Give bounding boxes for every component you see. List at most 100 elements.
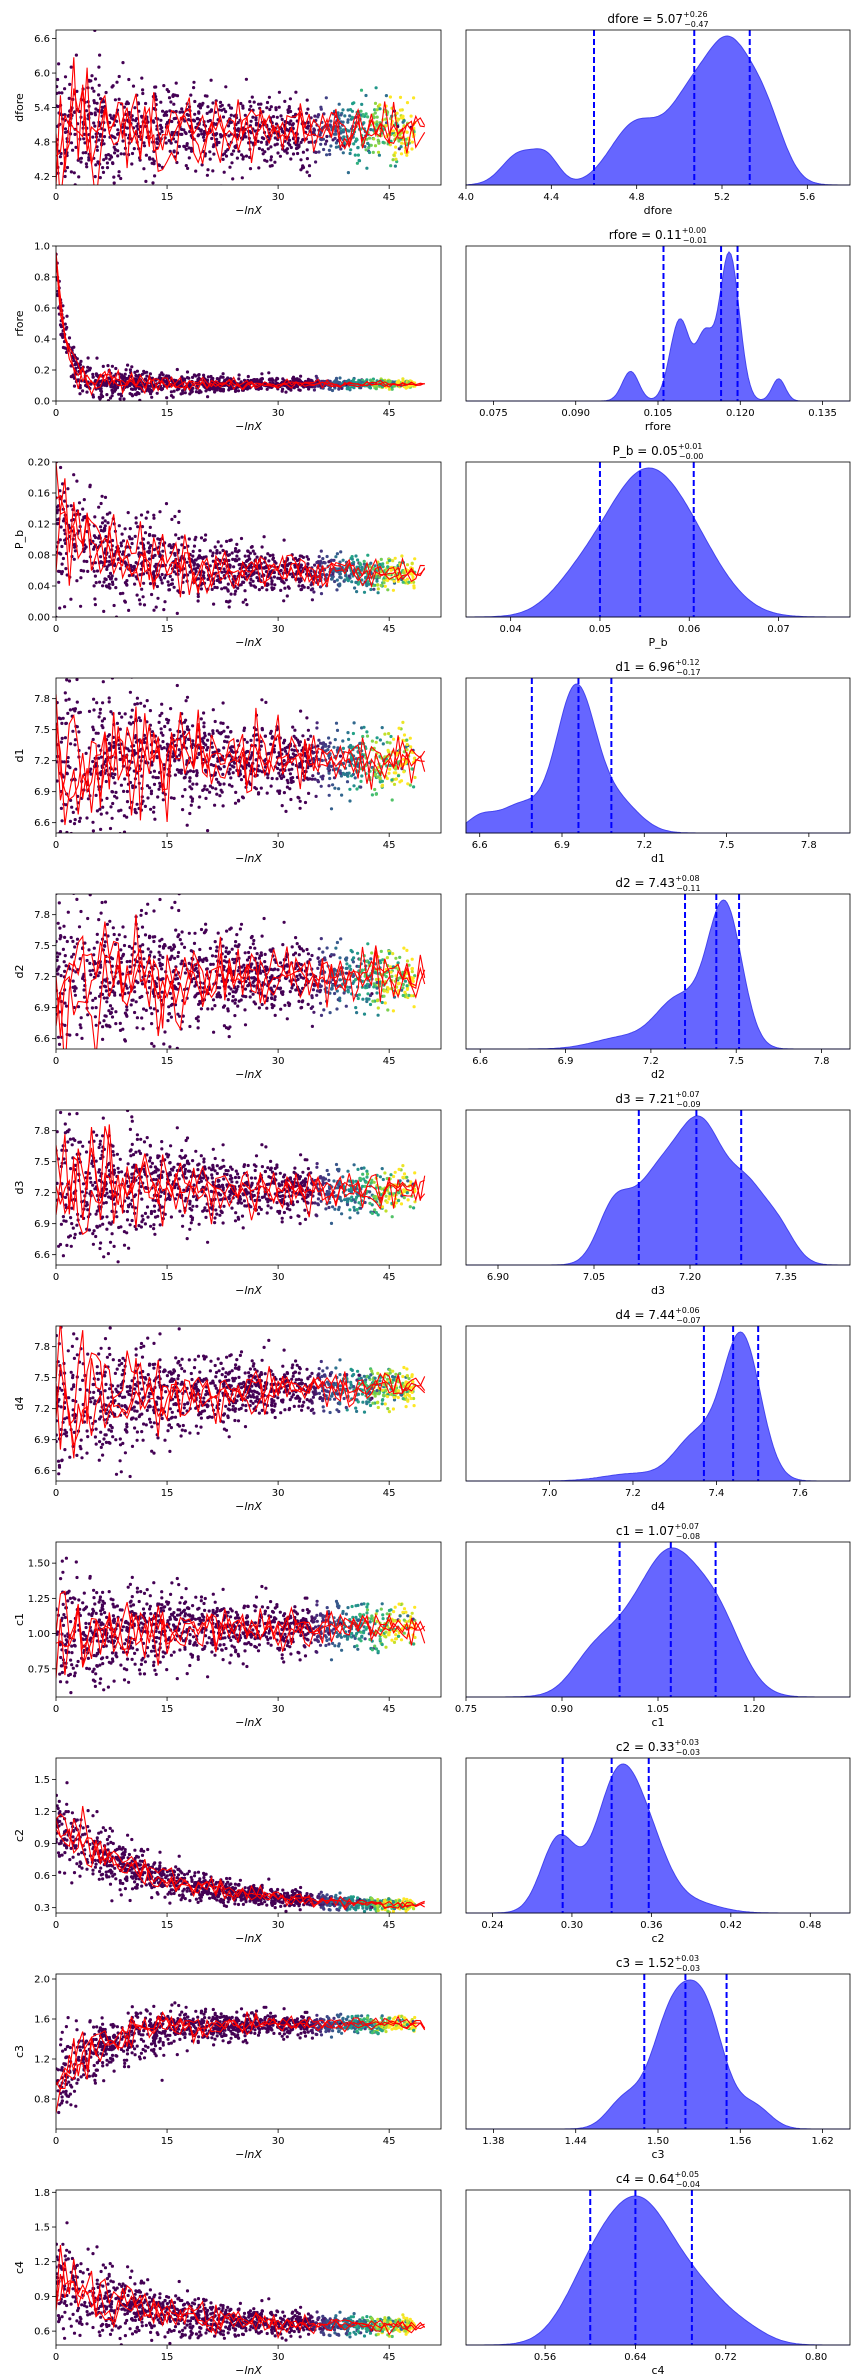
sample-point [170, 582, 174, 586]
sample-point [191, 769, 196, 774]
x-tick-label: 4.4 [543, 192, 559, 203]
sample-point [350, 115, 354, 119]
sample-point [156, 596, 160, 600]
sample-point [378, 103, 382, 107]
sample-point [141, 572, 146, 576]
x-tick-label: 30 [272, 624, 285, 635]
sample-point [402, 733, 407, 737]
sample-point [94, 581, 98, 585]
sample-point [135, 374, 139, 378]
sample-point [202, 130, 206, 134]
sample-point [393, 556, 397, 560]
sample-point [222, 567, 226, 571]
sample-point [206, 168, 210, 172]
sample-point [303, 800, 308, 805]
sample-point [355, 787, 359, 791]
sample-point [291, 725, 295, 729]
trace-samples-d2 [56, 894, 417, 1049]
sample-point [329, 764, 333, 769]
sample-point [347, 129, 351, 133]
sample-point [56, 85, 59, 89]
sample-point [180, 375, 184, 379]
sample-point [350, 109, 354, 113]
sample-point [232, 765, 236, 769]
sample-point [124, 368, 128, 372]
y-tick-label: 0.2 [34, 366, 50, 377]
title-lower-error: −0.47 [684, 20, 709, 29]
sample-point [324, 96, 328, 100]
sample-point [156, 537, 160, 541]
sample-point [390, 387, 394, 391]
sample-point [138, 719, 143, 723]
sample-point [199, 129, 203, 133]
sample-point [161, 109, 165, 113]
sample-point [152, 159, 156, 163]
sample-point [278, 768, 283, 772]
sample-point [143, 377, 147, 381]
sample-point [236, 550, 240, 554]
sample-point [298, 740, 302, 744]
sample-point [102, 383, 107, 387]
sample-point [164, 141, 168, 145]
sample-point [65, 573, 69, 577]
sample-point [409, 745, 413, 749]
sample-point [306, 557, 310, 561]
sample-point [221, 548, 225, 553]
sample-point [98, 807, 102, 811]
sample-point [99, 812, 103, 816]
sample-point [227, 605, 231, 609]
sample-point [224, 735, 228, 739]
title-value: dfore = 5.07 [607, 12, 683, 26]
sample-point [378, 776, 382, 780]
sample-point [107, 741, 111, 746]
sample-point [347, 737, 351, 742]
sample-point [141, 537, 146, 541]
sample-point [293, 378, 297, 382]
sample-point [104, 153, 108, 157]
sample-point [341, 128, 345, 132]
sample-point [198, 795, 202, 799]
sample-point [345, 387, 349, 391]
chain-trace-line [56, 57, 426, 173]
sample-point [213, 719, 217, 724]
sample-point [226, 148, 230, 152]
sample-point [339, 147, 343, 151]
sample-point [349, 148, 353, 152]
sample-point [216, 780, 220, 784]
sample-point [194, 535, 198, 539]
sample-point [159, 100, 163, 104]
sample-point [319, 130, 323, 135]
sample-point [270, 776, 274, 781]
sample-point [141, 88, 145, 92]
sample-point [352, 784, 356, 788]
sample-point [248, 757, 252, 761]
sample-point [216, 386, 220, 390]
sample-point [208, 388, 212, 392]
sample-point [299, 194, 302, 197]
sample-point [165, 717, 169, 722]
sample-point [174, 81, 178, 85]
sample-point [111, 391, 115, 395]
sample-point [108, 826, 113, 831]
sample-point [104, 779, 108, 784]
sample-point [105, 567, 109, 572]
sample-point [286, 585, 290, 589]
x-tick-label: 0.135 [808, 408, 837, 419]
sample-point [188, 811, 192, 816]
sample-point [284, 809, 288, 814]
sample-point [230, 152, 234, 156]
sample-point [122, 375, 127, 379]
title-upper-error: +0.26 [683, 10, 708, 19]
sample-point [91, 820, 95, 824]
sample-point [345, 576, 349, 580]
sample-point [374, 740, 378, 744]
sample-point [64, 721, 68, 725]
sample-point [170, 517, 174, 522]
sample-point [61, 519, 66, 523]
sample-point [277, 751, 281, 755]
sample-point [355, 161, 359, 165]
sample-point [266, 582, 270, 587]
sample-point [99, 525, 103, 529]
sample-point [111, 117, 115, 121]
sample-point [170, 130, 174, 135]
